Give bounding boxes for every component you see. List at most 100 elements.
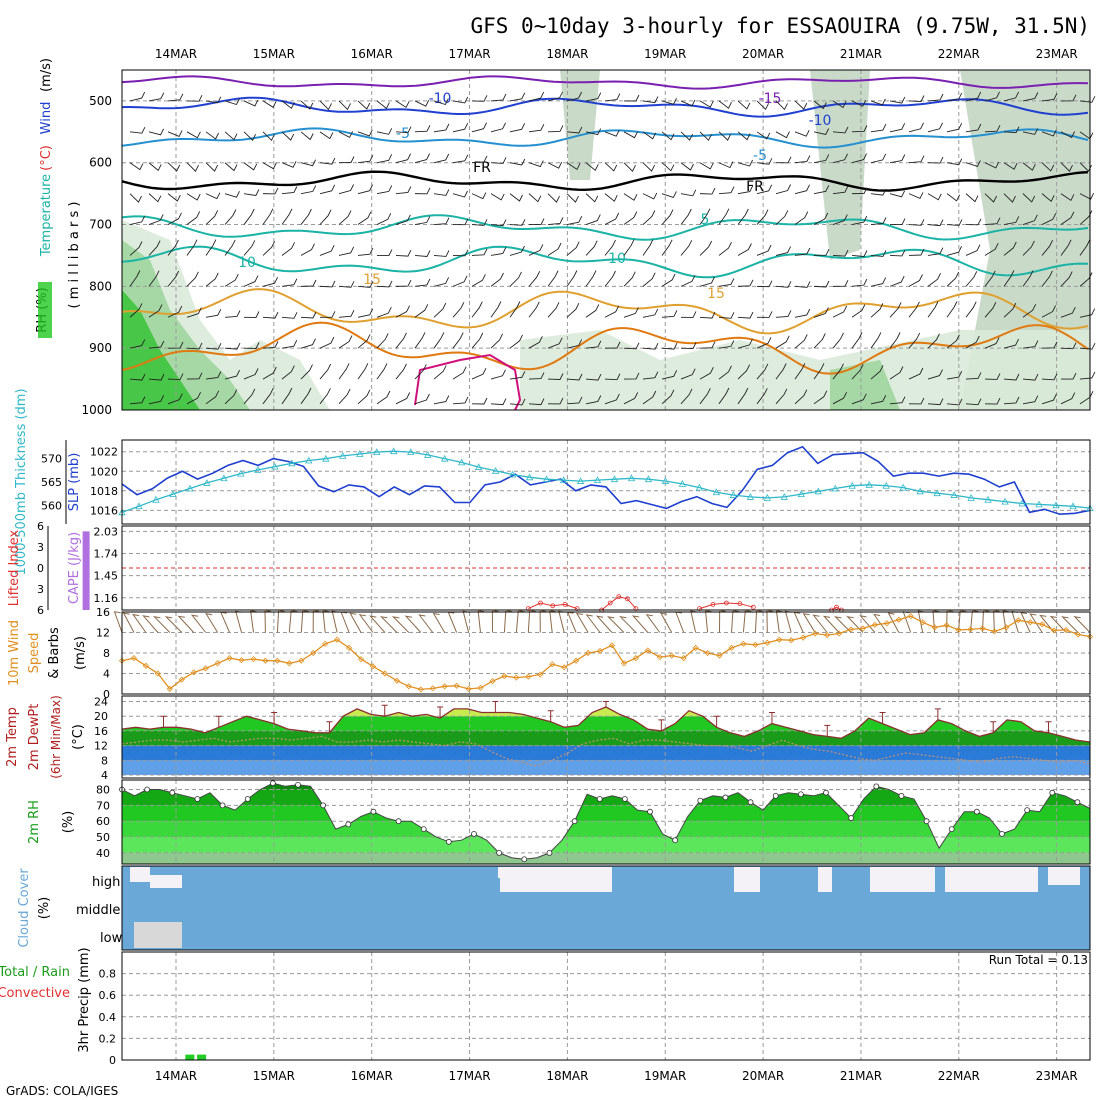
wind-barb — [965, 335, 980, 349]
wind-barb — [433, 332, 445, 349]
rh-point — [621, 796, 628, 802]
wind-barb — [851, 125, 868, 133]
temp-label: 2m Temp — [5, 707, 20, 767]
low-cloud-gap — [134, 922, 182, 948]
wind-speed-point — [262, 657, 269, 664]
thickness-point — [848, 481, 856, 489]
temperature-label: Temperature — [39, 174, 54, 257]
wind-barb — [528, 160, 544, 168]
rh-shading — [960, 70, 1090, 410]
panel-frame — [121, 865, 1091, 951]
surface-wind-barb — [645, 614, 661, 633]
wind-speed-point — [895, 616, 902, 623]
dewpoint-label: 2m DewPt — [27, 704, 42, 771]
contour-label: FR — [473, 160, 491, 176]
surface-wind-barb — [595, 615, 613, 633]
wind-barb — [281, 365, 295, 380]
wind-barb — [205, 390, 220, 405]
lifted-index-line — [699, 602, 754, 610]
wind-barb — [357, 308, 374, 318]
wind-barb — [186, 307, 202, 318]
surface-wind-barb — [432, 612, 446, 633]
thickness-point — [763, 494, 772, 501]
wind-barb — [642, 239, 654, 256]
wind-barb — [357, 129, 373, 137]
wind-speed-point — [644, 647, 651, 654]
surface-wind-barb — [515, 610, 525, 633]
rh2m-label: 2m RH — [27, 800, 42, 844]
wind-barb — [699, 388, 711, 405]
wind-barb — [737, 364, 751, 380]
surface-wind-barb — [391, 616, 410, 633]
wind-barb — [376, 213, 392, 225]
wind-barb — [357, 247, 374, 256]
li-tick: 6 — [37, 520, 44, 533]
cloud-level-label: low — [100, 931, 123, 946]
wind-barb — [414, 250, 431, 257]
wind-barb — [224, 342, 241, 350]
wind-barb — [471, 95, 488, 102]
rh-shading — [830, 360, 900, 410]
wind-barb — [870, 332, 882, 349]
wind-speed-point — [680, 655, 687, 662]
surface-wind-barb — [775, 610, 783, 633]
wind-barb — [243, 240, 256, 256]
wind-barb — [129, 373, 146, 381]
cape-lifted-index-panel: 1.16 1.45 1.74 2.03 6 3 0 3 6 Lifted Index CAPE (J… — [7, 520, 1091, 617]
wind-barb — [300, 387, 312, 405]
wind-barb — [205, 371, 222, 380]
thickness-point — [305, 456, 313, 464]
contour-label: 15 — [707, 286, 725, 302]
rh-point — [395, 818, 402, 825]
thickness-point — [491, 466, 500, 474]
wind-barb — [984, 161, 1000, 169]
surface-wind-barb — [190, 614, 207, 633]
wind-barb — [395, 186, 412, 195]
wind-speed-point — [979, 625, 986, 632]
wind-barb — [870, 123, 887, 133]
wind-barb — [300, 243, 315, 256]
clear-sky — [500, 867, 612, 892]
wind-barb — [851, 250, 868, 257]
surface-wind-barb — [675, 611, 685, 633]
wind-barb — [566, 162, 581, 171]
wind-barb — [338, 246, 355, 256]
wind-speed-point — [955, 626, 962, 634]
max-temp-whisker — [768, 712, 775, 724]
wind-barb — [718, 278, 735, 287]
wind-barb — [319, 131, 334, 140]
wind-barb — [357, 100, 371, 110]
wind-barb — [851, 304, 866, 318]
wind-barb — [604, 193, 618, 202]
rh-point — [873, 783, 880, 790]
wind-barb — [528, 336, 543, 349]
wind-speed-point — [441, 683, 448, 690]
wind-barb — [1079, 371, 1096, 380]
wind-barb — [452, 249, 469, 257]
lifted-index-point — [538, 600, 543, 606]
wind-barb — [490, 122, 507, 133]
wind-barb — [414, 304, 429, 318]
wind-barb — [699, 366, 714, 380]
wind-speed-point — [286, 660, 293, 667]
wind-barb — [148, 193, 162, 203]
wind-barb — [642, 210, 656, 225]
max-temp-whisker — [381, 704, 388, 717]
wind-barb — [452, 275, 468, 287]
wind-barb — [319, 336, 335, 349]
wind-barb — [1060, 94, 1077, 102]
wind-speed-point — [465, 685, 472, 692]
wind-barb — [281, 312, 298, 319]
wind-barb — [414, 99, 430, 107]
wind-barb — [756, 158, 773, 165]
wind-barb — [756, 131, 771, 140]
wind-barb — [984, 397, 1001, 405]
clear-sky — [818, 867, 832, 892]
wind-speed-point — [740, 640, 747, 647]
contour-label: -5 — [396, 126, 410, 142]
rh-shading — [520, 330, 1090, 410]
thickness-point — [627, 474, 636, 482]
wind-barb — [1079, 239, 1091, 256]
wind-barb — [927, 219, 944, 227]
wind-barb — [262, 240, 276, 256]
